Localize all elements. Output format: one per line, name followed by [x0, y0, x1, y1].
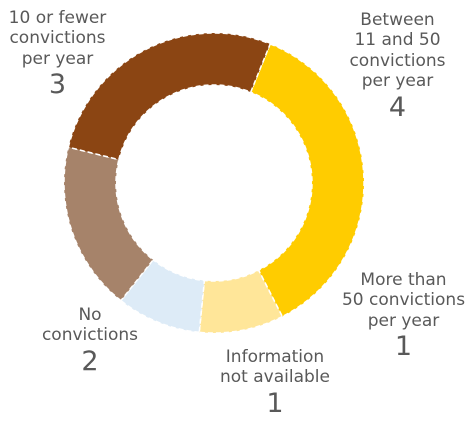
donut-slice-more-than-50-convictions-per-year	[198, 269, 284, 334]
slice-value: 2	[81, 345, 99, 377]
donut-slice-information-not-available	[119, 258, 206, 334]
label-information-not-available: Information not available 1	[210, 347, 340, 419]
label-between-11-50: Between 11 and 50 convictions per year 4	[330, 10, 465, 123]
slice-label: Between 11 and 50 convictions per year	[349, 10, 446, 92]
slice-value: 1	[394, 331, 413, 363]
slice-label: 10 or fewer convictions per year	[8, 8, 107, 69]
label-10-or-fewer: 10 or fewer convictions per year 3	[0, 8, 115, 100]
label-more-than-50: More than 50 convictions per year 1	[335, 270, 472, 362]
donut-slice-10-or-fewer-convictions-per-year	[67, 32, 272, 161]
slice-label: No convictions	[41, 305, 139, 346]
donut-slice-between-11-and-50-convictions-per-year	[249, 42, 365, 318]
label-no-convictions: No convictions 2	[30, 305, 150, 377]
slice-value: 1	[266, 387, 284, 419]
slice-label: Information not available	[220, 347, 330, 388]
slice-value: 3	[48, 69, 67, 101]
slice-label: More than 50 convictions per year	[341, 270, 466, 331]
slice-value: 4	[388, 91, 407, 123]
